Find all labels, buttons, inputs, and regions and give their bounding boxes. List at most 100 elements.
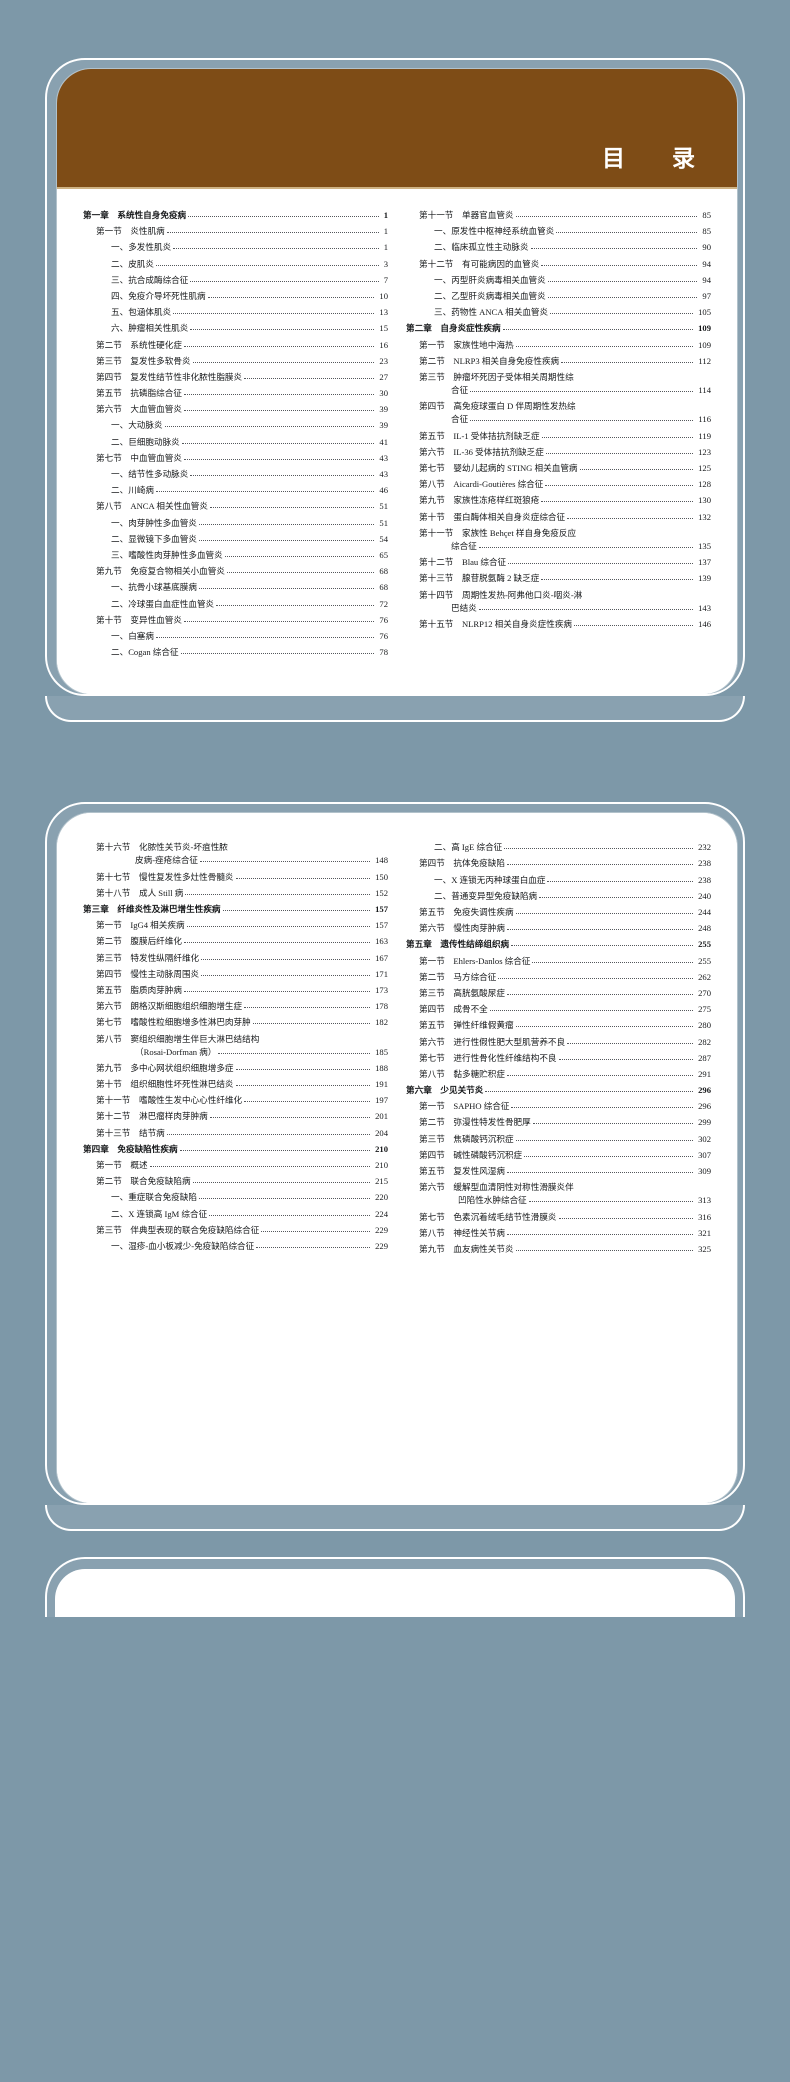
- toc-entry[interactable]: 第十节 变异性血管炎 76: [83, 616, 388, 625]
- toc-entry[interactable]: 第二节 腹膜后纤维化 163: [83, 937, 388, 946]
- toc-entry[interactable]: 第五节 免疫失调性疾病 244: [406, 908, 711, 917]
- toc-entry[interactable]: 第六节 大血管血管炎 39: [83, 405, 388, 414]
- toc-entry[interactable]: 第十节 蛋白酶体相关自身炎症综合征 132: [406, 512, 711, 522]
- toc-entry[interactable]: 第十八节 成人 Still 病 152: [83, 889, 388, 898]
- toc-entry[interactable]: 六、肿瘤相关性肌炎 15: [83, 324, 388, 333]
- toc-entry[interactable]: 第十三节 结节病 204: [83, 1129, 388, 1138]
- toc-entry[interactable]: 第五节 复发性风湿病 309: [406, 1167, 711, 1176]
- toc-entry[interactable]: 三、嗜酸性肉芽肿性多血管炎 65: [83, 551, 388, 560]
- toc-entry[interactable]: 第十二节 淋巴瘤样肉芽肿病 201: [83, 1112, 388, 1121]
- toc-entry[interactable]: 第七节 婴幼儿起病的 STING 相关血管病 125: [406, 464, 711, 473]
- toc-entry[interactable]: 第三章 纤维炎性及淋巴增生性疾病 157: [83, 905, 388, 914]
- toc-entry[interactable]: 第十五节 NLRP12 相关自身炎症性疾病 146: [406, 620, 711, 629]
- toc-entry[interactable]: 合征 114: [406, 386, 711, 395]
- toc-entry[interactable]: 二、巨细胞动脉炎 41: [83, 438, 388, 447]
- toc-entry[interactable]: 一、湿疹-血小板减少-免疫缺陷综合征 229: [83, 1242, 388, 1251]
- toc-entry[interactable]: 第十七节 慢性复发性多灶性骨髓炎 150: [83, 873, 388, 882]
- toc-entry[interactable]: 第十二节 有可能病因的血管炎 94: [406, 259, 711, 269]
- toc-entry[interactable]: 一、X 连锁无丙种球蛋白血症 238: [406, 876, 711, 885]
- toc-entry[interactable]: 第七节 色素沉着绒毛结节性滑膜炎 316: [406, 1212, 711, 1222]
- toc-entry[interactable]: 第七节 中血管血管炎 43: [83, 454, 388, 463]
- toc-entry[interactable]: 第八节 黏多糖贮积症 291: [406, 1070, 711, 1079]
- toc-entry[interactable]: 第十一节 家族性 Behçet 样自身免疫反应: [406, 529, 711, 538]
- toc-entry[interactable]: 第十一节 单器官血管炎 85: [406, 211, 711, 220]
- toc-entry[interactable]: 第一节 IgG4 相关疾病 157: [83, 921, 388, 930]
- toc-entry[interactable]: 第八节 神经性关节病 321: [406, 1229, 711, 1238]
- toc-entry[interactable]: 二、显微镜下多血管炎 54: [83, 535, 388, 544]
- toc-entry[interactable]: 第十四节 周期性发热-阿弗他口炎-咽炎-淋: [406, 590, 711, 600]
- toc-entry[interactable]: 第八节 Aicardi-Goutières 综合征 128: [406, 480, 711, 489]
- toc-entry[interactable]: 第三节 高胱氨酸尿症 270: [406, 989, 711, 998]
- toc-entry[interactable]: 二、普通变异型免疫缺陷病 240: [406, 892, 711, 901]
- toc-entry[interactable]: 二、川崎病 46: [83, 486, 388, 495]
- toc-entry[interactable]: 第四节 高免疫球蛋白 D 伴周期性发热综: [406, 402, 711, 411]
- toc-entry[interactable]: 第一节 家族性地中海热 109: [406, 340, 711, 350]
- toc-entry[interactable]: 第三节 复发性多软骨炎 23: [83, 357, 388, 366]
- toc-entry[interactable]: 第五节 IL-1 受体拮抗剂缺乏症 119: [406, 432, 711, 441]
- toc-entry[interactable]: 第五节 脂质肉芽肿病 173: [83, 986, 388, 995]
- toc-entry[interactable]: 第九节 家族性冻疮样红斑狼疮 130: [406, 496, 711, 505]
- toc-entry[interactable]: 一、丙型肝炎病毒相关血管炎 94: [406, 276, 711, 285]
- toc-entry[interactable]: 二、皮肌炎 3: [83, 259, 388, 269]
- toc-entry[interactable]: 二、X 连锁高 IgM 综合征 224: [83, 1209, 388, 1219]
- toc-entry[interactable]: 一、多发性肌炎 1: [83, 243, 388, 252]
- toc-entry[interactable]: 巴结炎 143: [406, 604, 711, 613]
- toc-entry[interactable]: 第三节 伴典型表现的联合免疫缺陷综合征 229: [83, 1226, 388, 1235]
- toc-entry[interactable]: （Rosai-Dorfman 病） 185: [83, 1048, 388, 1057]
- toc-entry[interactable]: 第八节 ANCA 相关性血管炎 51: [83, 502, 388, 511]
- toc-entry[interactable]: 第二节 联合免疫缺陷病 215: [83, 1177, 388, 1186]
- toc-entry[interactable]: 第四节 慢性主动脉周围炎 171: [83, 970, 388, 979]
- toc-entry[interactable]: 第四章 免疫缺陷性疾病 210: [83, 1145, 388, 1154]
- toc-entry[interactable]: 五、包涵体肌炎 13: [83, 308, 388, 317]
- toc-entry[interactable]: 第二节 马方综合征 262: [406, 973, 711, 982]
- toc-entry[interactable]: 第三节 特发性纵隔纤维化 167: [83, 953, 388, 963]
- toc-entry[interactable]: 第六节 慢性肉芽肿病 248: [406, 924, 711, 933]
- toc-entry[interactable]: 第一节 SAPHO 综合征 296: [406, 1102, 711, 1111]
- toc-entry[interactable]: 第十六节 化脓性关节炎-坏疽性脓: [83, 843, 388, 852]
- toc-entry[interactable]: 第六章 少见关节炎 296: [406, 1086, 711, 1095]
- toc-entry[interactable]: 一、结节性多动脉炎 43: [83, 470, 388, 479]
- toc-entry[interactable]: 一、肉芽肿性多血管炎 51: [83, 518, 388, 528]
- toc-entry[interactable]: 第二节 NLRP3 相关自身免疫性疾病 112: [406, 357, 711, 366]
- toc-entry[interactable]: 第三节 焦磷酸钙沉积症 302: [406, 1135, 711, 1144]
- toc-entry[interactable]: 综合征 135: [406, 542, 711, 551]
- toc-entry[interactable]: 第十三节 腺苷脱氨酶 2 缺乏症 139: [406, 574, 711, 583]
- toc-entry[interactable]: 一、抗骨小球基底膜病 68: [83, 583, 388, 592]
- toc-entry[interactable]: 合征 116: [406, 415, 711, 424]
- toc-entry[interactable]: 第十二节 Blau 综合征 137: [406, 558, 711, 567]
- toc-entry[interactable]: 二、乙型肝炎病毒相关血管炎 97: [406, 292, 711, 301]
- toc-entry[interactable]: 三、药物性 ANCA 相关血管炎 105: [406, 308, 711, 317]
- toc-entry[interactable]: 一、白塞病 76: [83, 632, 388, 641]
- toc-entry[interactable]: 第二章 自身炎症性疾病 109: [406, 324, 711, 333]
- toc-entry[interactable]: 第九节 多中心网状组织细胞增多症 188: [83, 1064, 388, 1073]
- toc-entry[interactable]: 第一节 概述 210: [83, 1161, 388, 1170]
- toc-entry[interactable]: 第六节 朗格汉斯细胞组织细胞增生症 178: [83, 1002, 388, 1011]
- toc-entry[interactable]: 第四节 碱性磷酸钙沉积症 307: [406, 1151, 711, 1160]
- toc-entry[interactable]: 三、抗合成酶综合征 7: [83, 276, 388, 285]
- toc-entry[interactable]: 二、Cogan 综合征 78: [83, 648, 388, 657]
- toc-entry[interactable]: 第五节 抗磷脂综合征 30: [83, 389, 388, 398]
- toc-entry[interactable]: 一、原发性中枢神经系统血管炎 85: [406, 227, 711, 236]
- toc-entry[interactable]: 第九节 免疫复合物相关小血管炎 68: [83, 567, 388, 576]
- toc-entry[interactable]: 第九节 血友病性关节炎 325: [406, 1245, 711, 1254]
- toc-entry[interactable]: 二、高 IgE 综合征 232: [406, 843, 711, 852]
- toc-entry[interactable]: 第七节 嗜酸性粒细胞增多性淋巴肉芽肿 182: [83, 1018, 388, 1027]
- toc-entry[interactable]: 第六节 进行性假性肥大型肌营养不良 282: [406, 1037, 711, 1047]
- toc-entry[interactable]: 二、临床孤立性主动脉炎 90: [406, 243, 711, 252]
- toc-entry[interactable]: 第三节 肿瘤坏死因子受体相关周期性综: [406, 373, 711, 382]
- toc-entry[interactable]: 第四节 抗体免疫缺陷 238: [406, 859, 711, 868]
- toc-entry[interactable]: 第二节 弥漫性特发性骨肥厚 299: [406, 1118, 711, 1127]
- toc-entry[interactable]: 第七节 进行性骨化性纤维结构不良 287: [406, 1054, 711, 1063]
- toc-entry[interactable]: 四、免疫介导坏死性肌病 10: [83, 292, 388, 301]
- toc-entry[interactable]: 第一节 炎性肌病 1: [83, 227, 388, 236]
- toc-entry[interactable]: 第六节 缓解型血清阴性对称性滑膜炎伴: [406, 1183, 711, 1192]
- toc-entry[interactable]: 第二节 系统性硬化症 16: [83, 340, 388, 350]
- toc-entry[interactable]: 皮病-痤疮综合征 148: [83, 856, 388, 865]
- toc-entry[interactable]: 第四节 成骨不全 275: [406, 1005, 711, 1014]
- toc-entry[interactable]: 第十节 组织细胞性坏死性淋巴结炎 191: [83, 1080, 388, 1089]
- toc-entry[interactable]: 第一章 系统性自身免疫病 1: [83, 211, 388, 220]
- toc-entry[interactable]: 第八节 窦组织细胞增生伴巨大淋巴结结构: [83, 1034, 388, 1044]
- toc-entry[interactable]: 第四节 复发性结节性非化脓性脂膜炎 27: [83, 373, 388, 382]
- toc-entry[interactable]: 第五章 遗传性结缔组织病 255: [406, 940, 711, 949]
- toc-entry[interactable]: 第十一节 嗜酸性生发中心心性纤维化 197: [83, 1096, 388, 1105]
